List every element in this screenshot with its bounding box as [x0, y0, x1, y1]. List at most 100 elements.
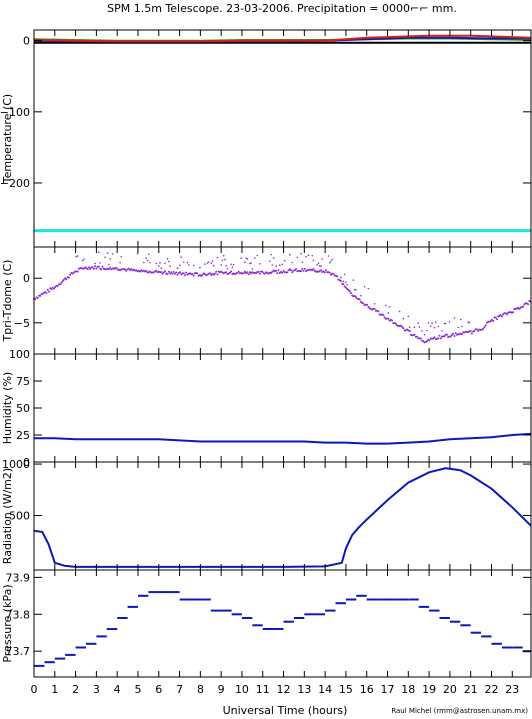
data-point: [419, 337, 422, 340]
data-point: [176, 267, 179, 269]
data-point: [146, 259, 149, 262]
data-point: [426, 340, 428, 343]
data-point: [518, 307, 521, 310]
data-point: [296, 256, 299, 259]
data-point: [399, 324, 402, 327]
data-point: [275, 269, 278, 272]
data-point: [342, 280, 345, 283]
data-point: [250, 272, 253, 275]
data-point: [187, 264, 190, 266]
data-point: [213, 272, 216, 275]
data-point: [317, 262, 320, 265]
data-point: [423, 333, 426, 336]
figure-title: SPM 1.5m Telescope. 23-03-2006. Precipit…: [107, 2, 457, 15]
y-axis: 73.7 73.8 73.9: [6, 571, 531, 658]
x-tick-label: 9: [218, 683, 225, 696]
data-point: [166, 273, 169, 276]
panel-frame: [33, 461, 532, 571]
y-axis-label: Humidity (%): [1, 372, 14, 444]
data-point: [136, 252, 139, 255]
series-line-4-1: [33, 467, 532, 568]
y-tick-label: 0: [23, 35, 30, 48]
data-point: [484, 324, 487, 327]
data-point: [468, 321, 471, 324]
data-point: [179, 271, 181, 274]
data-point: [402, 317, 405, 320]
data-point: [75, 255, 78, 258]
y-tick-label: 1000: [2, 458, 30, 471]
y-axis: 0 −5: [14, 272, 531, 330]
data-point: [53, 287, 55, 290]
data-point: [277, 269, 280, 272]
data-point: [303, 267, 306, 270]
data-point: [164, 262, 166, 265]
data-point: [246, 271, 249, 274]
data-point: [467, 321, 470, 323]
data-point: [316, 264, 319, 266]
data-point: [108, 263, 110, 266]
data-point: [362, 302, 365, 305]
data-point: [98, 251, 100, 253]
data-point: [459, 318, 462, 321]
data-point: [175, 271, 178, 274]
y-tick-label: 25: [16, 429, 30, 442]
x-tick-label: 7: [176, 683, 183, 696]
data-point: [483, 326, 486, 329]
data-point: [452, 332, 455, 335]
x-tick-label: 16: [360, 683, 374, 696]
data-point: [418, 326, 421, 328]
data-point: [145, 269, 148, 272]
data-point: [69, 273, 72, 276]
data-point: [366, 303, 369, 306]
data-point: [169, 265, 171, 267]
data-point: [363, 285, 366, 288]
data-point: [408, 330, 411, 332]
data-point: [208, 272, 211, 275]
data-point: [433, 336, 436, 339]
data-point: [176, 273, 179, 276]
data-point: [232, 263, 235, 266]
y-axis: 0 −100 −200: [0, 35, 531, 190]
data-point: [101, 265, 104, 268]
data-point: [237, 270, 240, 273]
data-point: [398, 310, 401, 313]
data-point: [248, 271, 251, 274]
data-point: [443, 322, 446, 325]
data-point: [191, 273, 194, 275]
data-point: [230, 263, 232, 266]
series-line-1-5: [33, 34, 532, 43]
panel-frame: [33, 353, 532, 463]
data-point: [470, 332, 473, 335]
data-point: [451, 334, 453, 336]
data-point: [224, 258, 226, 261]
data-point: [407, 315, 410, 318]
data-point: [413, 333, 416, 336]
data-point: [302, 269, 305, 272]
data-point: [286, 271, 289, 274]
data-point: [185, 271, 188, 274]
data-point: [301, 261, 304, 264]
data-point: [330, 273, 332, 276]
data-point: [320, 265, 322, 268]
data-point: [305, 255, 307, 258]
data-point: [119, 261, 121, 264]
data-point: [220, 264, 222, 266]
data-point: [109, 258, 111, 260]
data-point: [421, 330, 423, 332]
data-point: [482, 327, 485, 330]
data-point: [251, 268, 254, 270]
data-point: [282, 269, 285, 272]
data-point: [59, 283, 62, 286]
data-point: [160, 267, 163, 270]
data-point: [311, 269, 314, 272]
data-point: [295, 268, 297, 271]
data-point: [97, 265, 100, 268]
x-axis: 0 1 2 3 4 5 6 7 8 9 10 11 12 13 14 15 16 17 18 19 20 21 22 23: [31, 683, 520, 696]
data-point: [270, 253, 272, 256]
x-tick-label: 12: [277, 683, 291, 696]
data-point: [263, 272, 266, 275]
data-point: [225, 271, 228, 274]
